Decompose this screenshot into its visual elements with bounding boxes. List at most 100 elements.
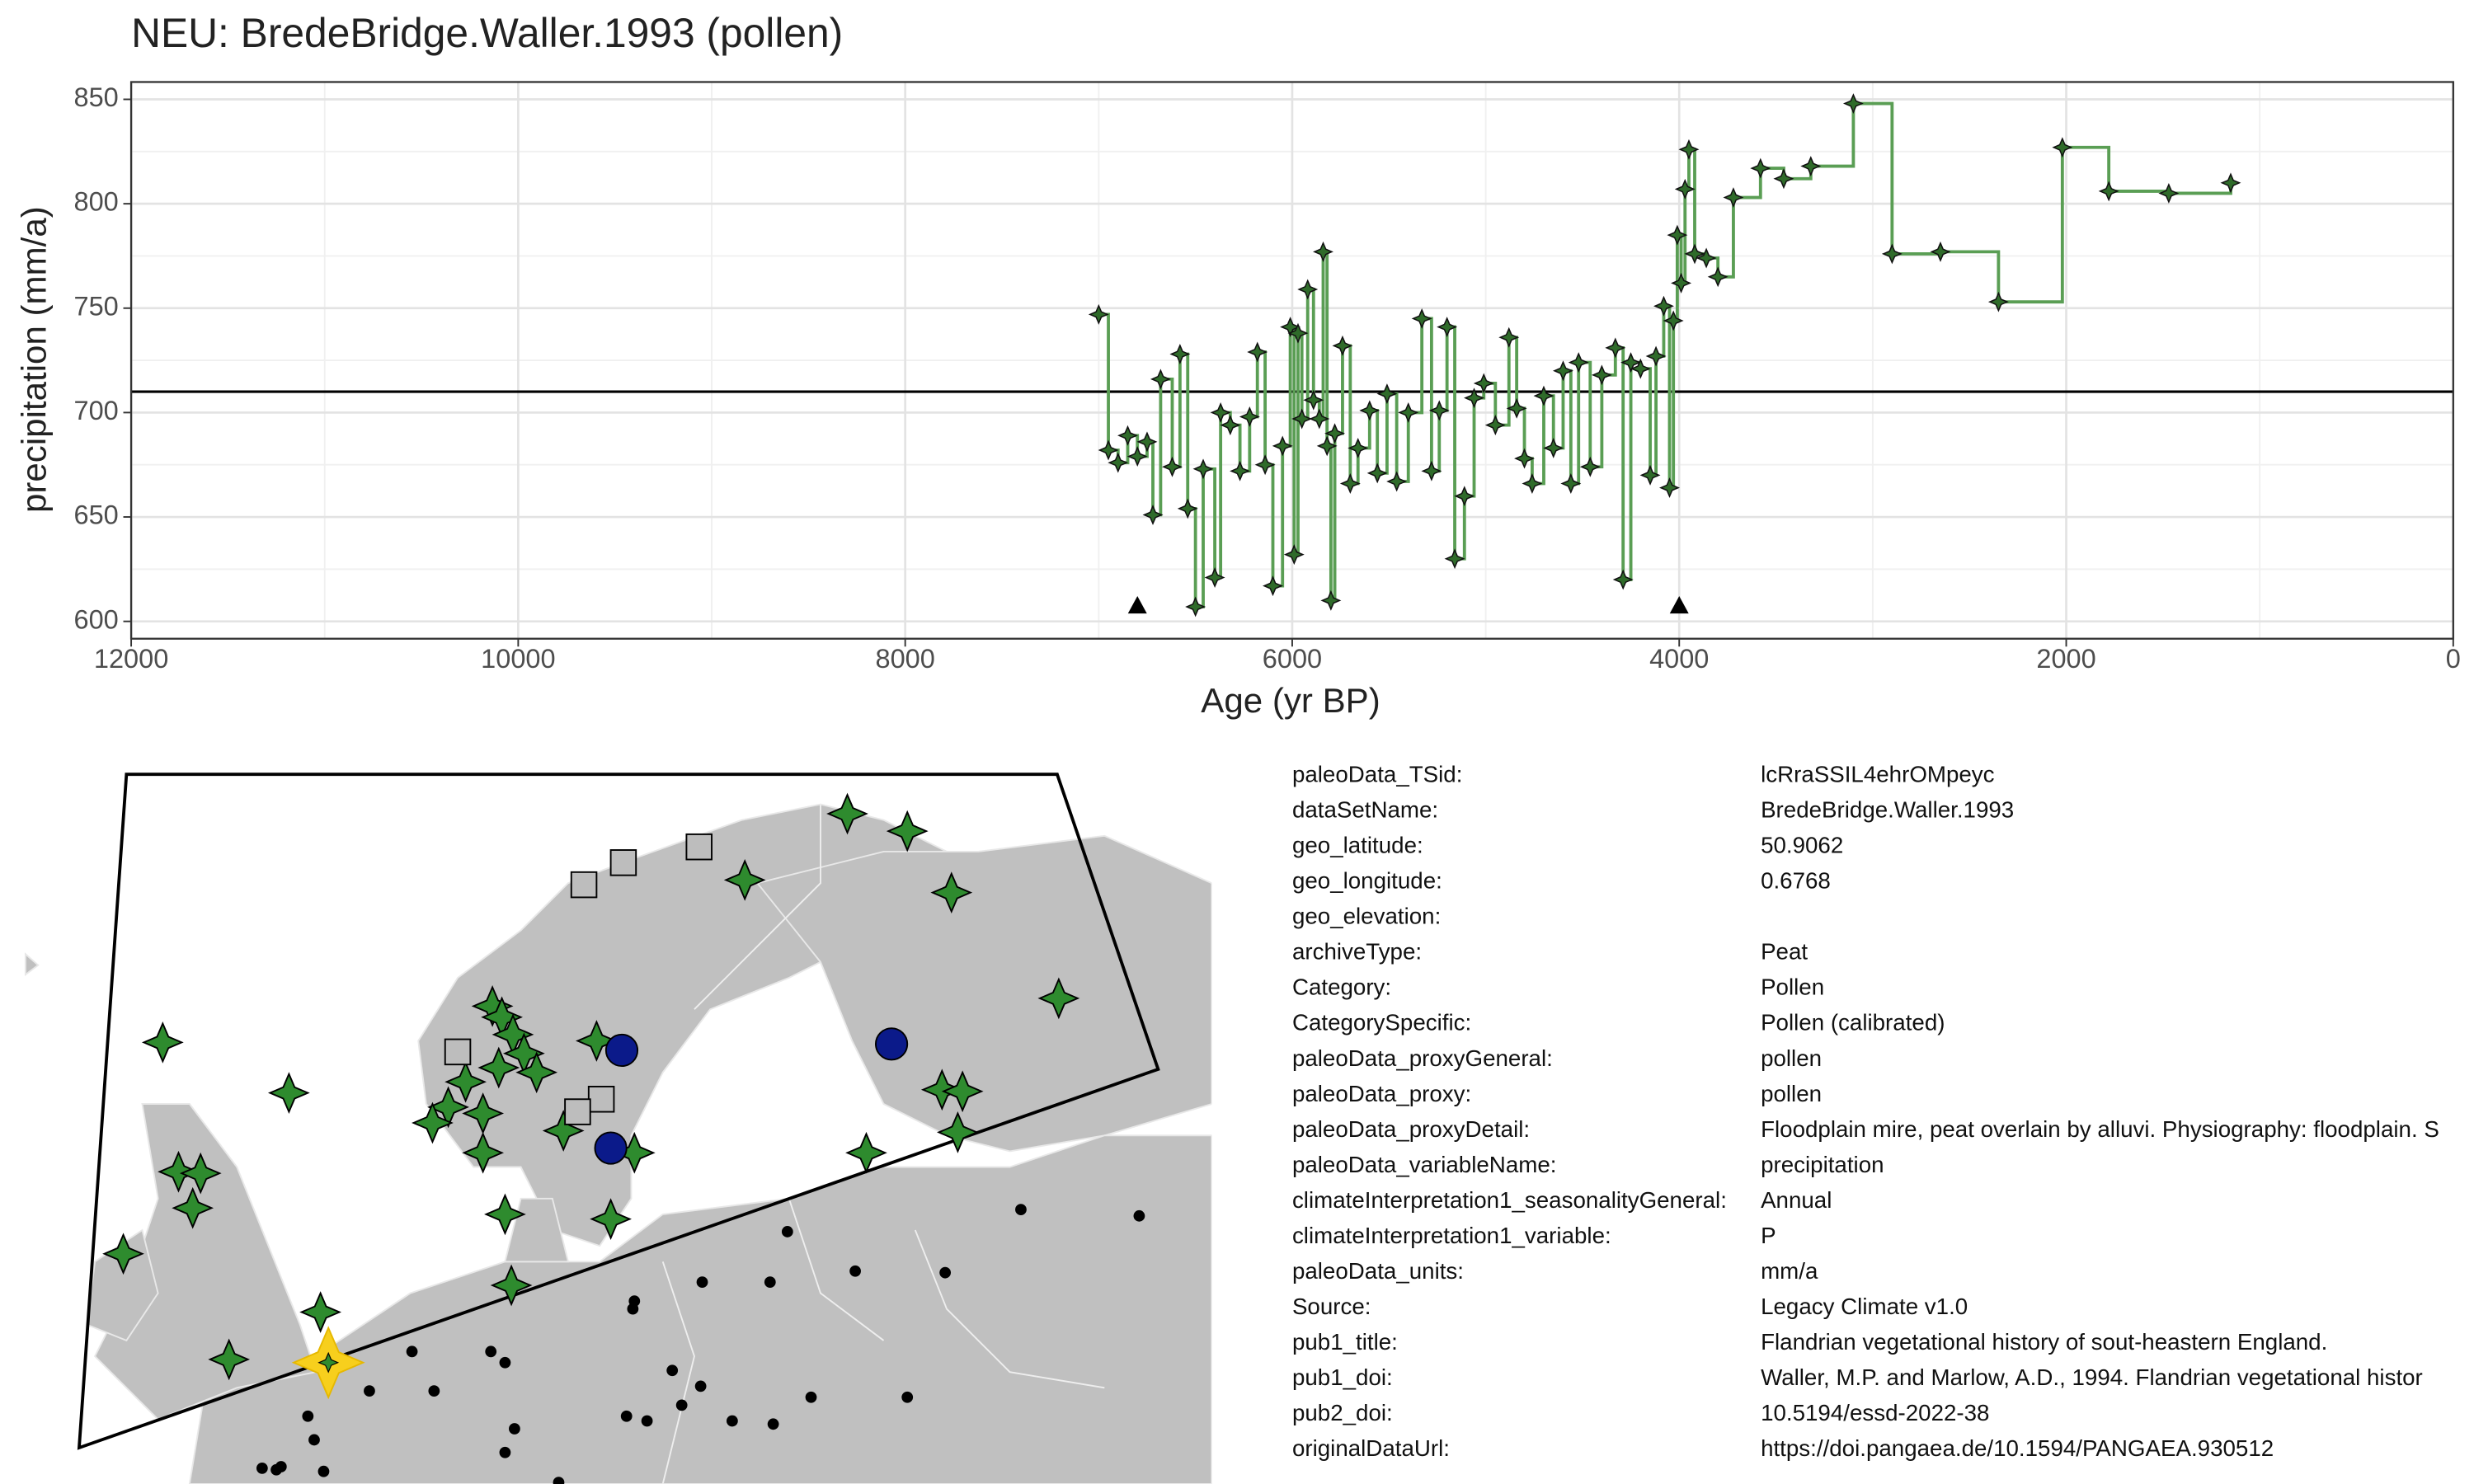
chronology-marker <box>1127 596 1147 614</box>
site-dot <box>696 1276 708 1289</box>
metadata-value: P <box>1761 1223 1776 1248</box>
data-point <box>1568 352 1589 373</box>
data-point <box>1473 373 1494 394</box>
site-star <box>267 1072 310 1114</box>
site-dot <box>627 1303 639 1315</box>
data-point <box>1543 438 1564 458</box>
data-point <box>1297 279 1319 300</box>
data-point <box>1522 473 1543 494</box>
site-circle <box>874 1027 909 1061</box>
site-star <box>172 1186 214 1229</box>
site-dot <box>641 1415 653 1427</box>
site-star <box>102 1233 144 1275</box>
data-point <box>1464 387 1484 409</box>
data-point <box>1750 157 1771 179</box>
metadata-key: geo_elevation: <box>1292 904 1441 929</box>
data-point <box>1696 247 1717 269</box>
data-point <box>1332 335 1353 356</box>
data-point <box>1263 575 1283 597</box>
data-point <box>1098 439 1119 461</box>
data-point <box>1303 389 1324 411</box>
x-tick-label: 12000 <box>94 644 168 674</box>
metadata-key: dataSetName: <box>1292 796 1438 822</box>
data-point <box>1376 383 1398 405</box>
metadata-key: geo_longitude: <box>1292 868 1442 894</box>
metadata-value: mm/a <box>1761 1258 1818 1284</box>
site-dot <box>406 1345 418 1358</box>
metadata-key: CategorySpecific: <box>1292 1010 1471 1036</box>
data-point <box>1612 569 1634 590</box>
site-circle <box>604 1033 639 1068</box>
metadata-value: Annual <box>1761 1187 1832 1213</box>
metadata-key: paleoData_proxyDetail: <box>1292 1116 1530 1142</box>
site-dot <box>553 1477 565 1484</box>
data-point <box>1428 400 1450 421</box>
data-point <box>1220 415 1241 436</box>
data-point <box>1881 243 1903 265</box>
data-point <box>1506 397 1527 419</box>
x-tick-label: 8000 <box>876 644 935 674</box>
site-star <box>937 1111 979 1153</box>
data-point <box>1620 352 1642 373</box>
map <box>24 773 1212 1484</box>
data-point <box>1169 344 1191 364</box>
x-tick-label: 4000 <box>1649 644 1709 674</box>
site-star <box>477 1046 520 1089</box>
metadata-key: Source: <box>1292 1294 1371 1319</box>
site-star <box>723 858 766 901</box>
site-dot <box>726 1415 738 1427</box>
site-star <box>930 871 973 914</box>
site-dot <box>302 1410 314 1422</box>
metadata-value: Pollen (calibrated) <box>1761 1010 1945 1036</box>
data-point <box>1398 402 1419 423</box>
data-point <box>1386 471 1408 492</box>
site-star <box>515 1051 558 1094</box>
site-dot <box>499 1446 511 1458</box>
data-point <box>1514 448 1535 469</box>
x-tick-label: 10000 <box>481 644 555 674</box>
data-point <box>1639 464 1661 486</box>
data-point <box>1591 364 1612 386</box>
metadata-key: pub1_title: <box>1292 1329 1398 1355</box>
y-tick-label: 850 <box>74 82 119 112</box>
metadata-value: Flandrian vegetational history of sout-h… <box>1761 1329 2327 1355</box>
data-point <box>1930 241 1951 262</box>
data-point <box>1204 567 1225 588</box>
metadata-key: Category: <box>1292 974 1391 1000</box>
site-dot <box>256 1462 268 1474</box>
data-point <box>1707 266 1729 288</box>
data-point <box>1339 473 1361 494</box>
site-star <box>1037 977 1080 1020</box>
data-point <box>1498 326 1520 348</box>
data-point <box>1162 456 1183 477</box>
site-star <box>542 1110 585 1152</box>
metadata-table: paleoData_TSid: lcRraSSIL4ehrOMpeyc dataSe… <box>1292 761 2439 1461</box>
metadata-value: BredeBridge.Waller.1993 <box>1761 796 2014 822</box>
data-point <box>1230 460 1251 481</box>
metadata-value: pollen <box>1761 1081 1822 1106</box>
data-point <box>1773 168 1794 190</box>
site-dot <box>694 1380 707 1392</box>
data-point <box>1316 435 1338 457</box>
metadata-value: Pollen <box>1761 974 1824 1000</box>
land <box>24 803 1212 1484</box>
data-point <box>1320 589 1342 611</box>
site-star <box>208 1338 251 1381</box>
y-tick-label: 700 <box>74 396 119 425</box>
site-dot <box>781 1226 793 1237</box>
metadata-key: pub1_doi: <box>1292 1364 1393 1390</box>
data-point <box>1674 178 1696 200</box>
site-star <box>826 792 868 835</box>
data-point <box>1136 431 1158 453</box>
y-axis-label: precipitation (mm/a) <box>14 206 53 513</box>
site-dot <box>849 1265 861 1277</box>
y-tick-label: 650 <box>74 500 119 530</box>
data-point <box>1210 402 1231 423</box>
data-point <box>1117 425 1138 446</box>
data-point <box>1247 341 1268 363</box>
data-point <box>1421 460 1442 481</box>
site-markers <box>102 792 1145 1484</box>
